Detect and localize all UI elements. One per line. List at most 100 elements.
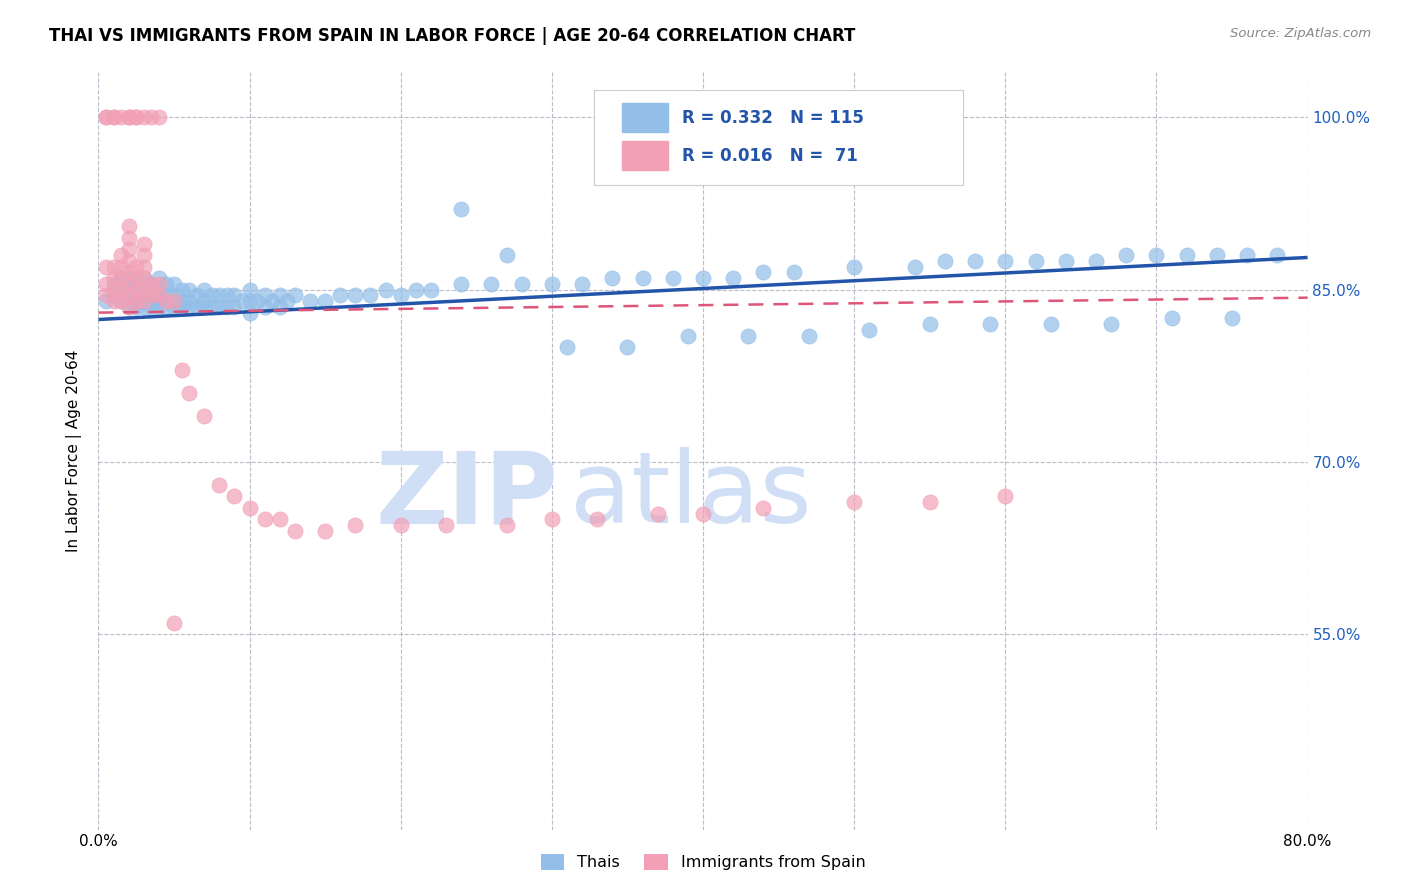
Point bbox=[141, 288, 163, 302]
Point bbox=[148, 271, 170, 285]
Point bbox=[118, 288, 141, 302]
Point bbox=[965, 254, 987, 268]
Point bbox=[132, 248, 155, 262]
Point bbox=[94, 294, 117, 309]
Point bbox=[1220, 311, 1243, 326]
Point bbox=[141, 277, 163, 291]
Point bbox=[389, 518, 412, 533]
Point bbox=[163, 294, 186, 309]
Point bbox=[179, 294, 201, 309]
Point bbox=[125, 300, 148, 314]
Point bbox=[904, 260, 927, 274]
Point bbox=[253, 288, 276, 302]
Point bbox=[631, 271, 654, 285]
Point bbox=[110, 248, 132, 262]
Point bbox=[918, 495, 941, 509]
Point bbox=[224, 490, 246, 504]
Point bbox=[125, 283, 148, 297]
Text: R = 0.332   N = 115: R = 0.332 N = 115 bbox=[682, 109, 865, 127]
Point bbox=[94, 277, 117, 291]
Point bbox=[141, 277, 163, 291]
Text: THAI VS IMMIGRANTS FROM SPAIN IN LABOR FORCE | AGE 20-64 CORRELATION CHART: THAI VS IMMIGRANTS FROM SPAIN IN LABOR F… bbox=[49, 27, 856, 45]
Point bbox=[1206, 248, 1229, 262]
Point bbox=[118, 254, 141, 268]
Point bbox=[434, 518, 457, 533]
Point bbox=[118, 277, 141, 291]
Point bbox=[103, 277, 125, 291]
Point bbox=[141, 294, 163, 309]
Point bbox=[602, 271, 624, 285]
Point bbox=[555, 340, 578, 354]
Point bbox=[284, 524, 307, 538]
Point bbox=[170, 294, 193, 309]
Point bbox=[344, 518, 367, 533]
Point bbox=[170, 283, 193, 297]
Point bbox=[481, 277, 503, 291]
Legend: Thais, Immigrants from Spain: Thais, Immigrants from Spain bbox=[534, 848, 872, 877]
Point bbox=[374, 283, 396, 297]
Point bbox=[723, 271, 745, 285]
Point bbox=[647, 507, 669, 521]
Point bbox=[163, 300, 186, 314]
Text: R = 0.016   N =  71: R = 0.016 N = 71 bbox=[682, 146, 858, 164]
FancyBboxPatch shape bbox=[595, 90, 963, 186]
Point bbox=[132, 294, 155, 309]
Point bbox=[299, 294, 322, 309]
Point bbox=[752, 265, 775, 279]
Point bbox=[125, 271, 148, 285]
Point bbox=[118, 219, 141, 234]
Point bbox=[103, 111, 125, 125]
Point bbox=[1024, 254, 1046, 268]
Point bbox=[94, 288, 117, 302]
Point bbox=[110, 283, 132, 297]
Point bbox=[118, 111, 141, 125]
Point bbox=[94, 260, 117, 274]
Point bbox=[208, 478, 231, 492]
Point bbox=[239, 283, 262, 297]
Point bbox=[239, 294, 262, 309]
Point bbox=[201, 300, 224, 314]
Point bbox=[1160, 311, 1182, 326]
Point bbox=[179, 386, 201, 401]
Point bbox=[269, 512, 291, 526]
Point bbox=[132, 300, 155, 314]
Point bbox=[571, 277, 593, 291]
Point bbox=[450, 202, 472, 217]
Point bbox=[132, 294, 155, 309]
Point bbox=[661, 271, 683, 285]
Point bbox=[201, 288, 224, 302]
Point bbox=[103, 294, 125, 309]
Point bbox=[118, 231, 141, 245]
Text: Source: ZipAtlas.com: Source: ZipAtlas.com bbox=[1230, 27, 1371, 40]
Point bbox=[934, 254, 956, 268]
Point bbox=[360, 288, 382, 302]
Point bbox=[186, 288, 208, 302]
Point bbox=[676, 328, 699, 343]
Point bbox=[389, 288, 412, 302]
Point bbox=[118, 265, 141, 279]
Point bbox=[616, 340, 638, 354]
Point bbox=[103, 283, 125, 297]
Point bbox=[450, 277, 472, 291]
Y-axis label: In Labor Force | Age 20-64: In Labor Force | Age 20-64 bbox=[66, 350, 83, 551]
Point bbox=[163, 294, 186, 309]
Point bbox=[329, 288, 352, 302]
Point bbox=[155, 300, 177, 314]
Point bbox=[208, 288, 231, 302]
Point bbox=[253, 300, 276, 314]
Point bbox=[246, 294, 269, 309]
Point bbox=[118, 277, 141, 291]
Point bbox=[103, 260, 125, 274]
Point bbox=[132, 271, 155, 285]
Text: atlas: atlas bbox=[569, 448, 811, 544]
Point bbox=[148, 283, 170, 297]
Point bbox=[284, 288, 307, 302]
Point bbox=[125, 294, 148, 309]
Point bbox=[193, 283, 215, 297]
Point bbox=[125, 111, 148, 125]
Point bbox=[110, 271, 132, 285]
Point bbox=[208, 300, 231, 314]
Point bbox=[110, 283, 132, 297]
Point bbox=[783, 265, 806, 279]
Point bbox=[179, 300, 201, 314]
